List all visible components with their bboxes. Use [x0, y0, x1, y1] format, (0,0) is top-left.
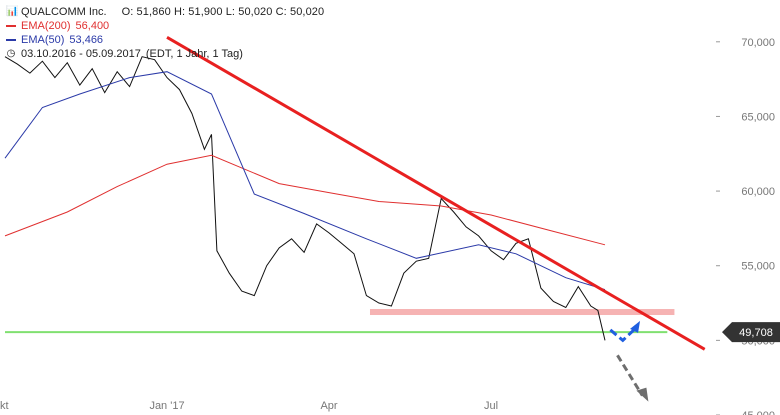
projection-up-arrowhead [630, 320, 641, 333]
trend-line [166, 36, 706, 351]
x-tick-label: Apr [320, 400, 337, 412]
x-tick-label: kt [0, 400, 9, 412]
instrument-name: QUALCOMM Inc. [21, 6, 107, 18]
date-range: 03.10.2016 - 05.09.2017 [21, 48, 141, 60]
ema200-label: EMA(200) [21, 20, 71, 32]
projection-down-arrowhead [636, 387, 649, 402]
ohlc-values: O: 51,860 H: 51,900 L: 50,020 C: 50,020 [121, 6, 325, 18]
ema50-value: 53,466 [69, 34, 104, 46]
legend-row-ema50: EMA(50) 53,466 [6, 33, 324, 47]
support-zone [369, 309, 675, 316]
y-tick-label: 65,000 [741, 111, 775, 123]
projection-up-arrow [609, 325, 639, 343]
x-tick-label: Jan '17 [149, 400, 184, 412]
legend-row-ema200: EMA(200) 56,400 [6, 19, 324, 33]
y-tick-label: 55,000 [741, 261, 775, 273]
legend-row-instrument: 📊 QUALCOMM Inc. O: 51,860 H: 51,900 L: 5… [6, 5, 324, 19]
last-price-tag [722, 322, 780, 343]
ema50-label: EMA(50) [21, 34, 65, 46]
range-info: (EDT, 1 Jahr, 1 Tag) [145, 48, 243, 60]
x-tick-label: Jul [484, 400, 498, 412]
y-tick-label: 70,000 [741, 37, 775, 49]
last-price-tag-label: 49,708 [739, 327, 773, 339]
chart-legend: 📊 QUALCOMM Inc. O: 51,860 H: 51,900 L: 5… [6, 5, 324, 61]
y-tick-label: 45,000 [741, 410, 775, 415]
ema200-swatch [6, 25, 16, 27]
series-line-ema200 [4, 154, 606, 246]
projection-down-arrow [616, 354, 644, 397]
series-line-ema50 [4, 71, 606, 291]
ema50-swatch [6, 39, 16, 41]
candlestick-icon: 📊 [6, 6, 19, 17]
y-tick-label: 60,000 [741, 186, 775, 198]
series-line-price [4, 56, 606, 341]
ema200-value: 56,400 [75, 20, 110, 32]
legend-row-range: ◷ 03.10.2016 - 05.09.2017 (EDT, 1 Jahr, … [6, 47, 324, 61]
clock-icon: ◷ [6, 48, 16, 59]
